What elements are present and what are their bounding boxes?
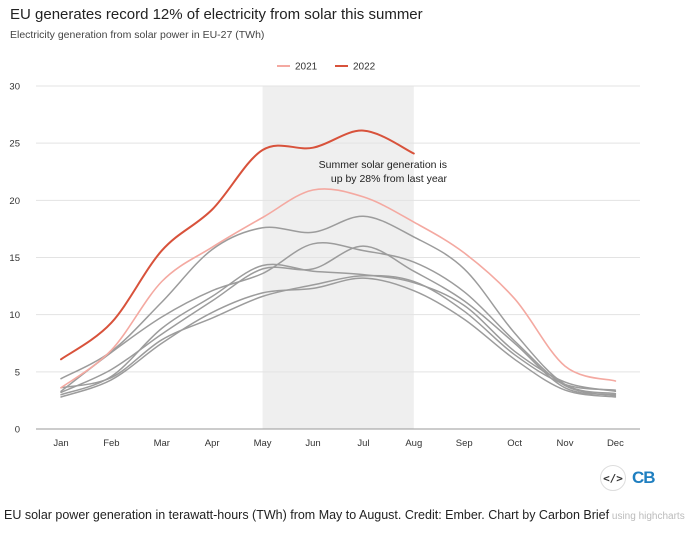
series-line-past-year	[60, 242, 617, 397]
x-tick-label: Apr	[205, 438, 220, 449]
x-tick-label: Sep	[456, 438, 473, 449]
embed-code-icon[interactable]: </>	[600, 465, 626, 491]
logo-area: </> CB	[600, 465, 656, 491]
y-tick-label: 25	[9, 139, 20, 150]
chart-subtitle: Electricity generation from solar power …	[10, 29, 265, 41]
carbon-brief-logo: CB	[632, 468, 656, 487]
series-line-past-year	[60, 263, 617, 396]
series-lines	[60, 129, 617, 398]
x-axis-ticks: Jan Feb Mar Apr May Jun Jul Aug Sep Oct Nov Dec	[53, 438, 624, 449]
series-line-past-year	[60, 215, 617, 395]
y-tick-label: 10	[9, 310, 20, 321]
x-tick-label: Nov	[557, 438, 574, 449]
x-tick-label: Feb	[103, 438, 119, 449]
series-line-past-year	[60, 277, 617, 398]
legend[interactable]: 2021 2022	[277, 62, 376, 73]
chart-title: EU generates record 12% of electricity f…	[10, 6, 423, 23]
caption-text: EU solar power generation in terawatt-ho…	[4, 508, 610, 522]
annotation: Summer solar generation is up by 28% from…	[319, 159, 448, 185]
series-line-2022	[60, 129, 415, 361]
annotation-line: Summer solar generation is	[319, 159, 447, 171]
x-tick-label: Oct	[507, 438, 522, 449]
series-line-past-year	[60, 274, 617, 391]
x-tick-label: May	[254, 438, 272, 449]
y-tick-label: 15	[9, 253, 20, 264]
series-line-2021	[60, 188, 617, 389]
x-tick-label: Dec	[607, 438, 624, 449]
legend-label-2022[interactable]: 2022	[353, 62, 376, 73]
x-tick-label: Aug	[405, 438, 422, 449]
x-tick-label: Jul	[357, 438, 369, 449]
y-axis-ticks: 0 5 10 15 20 25 30	[9, 82, 20, 436]
y-tick-label: 5	[15, 367, 20, 378]
x-tick-label: Jan	[53, 438, 68, 449]
annotation-line: up by 28% from last year	[331, 173, 448, 185]
series-line-past-year	[60, 245, 617, 396]
legend-label-2021[interactable]: 2021	[295, 62, 318, 73]
y-tick-label: 30	[9, 82, 20, 93]
y-tick-label: 20	[9, 196, 20, 207]
x-tick-label: Jun	[305, 438, 320, 449]
caption-credit-suffix: using highcharts	[609, 511, 685, 522]
caption: EU solar power generation in terawatt-ho…	[4, 508, 685, 522]
x-tick-label: Mar	[154, 438, 170, 449]
y-tick-label: 0	[15, 425, 20, 436]
